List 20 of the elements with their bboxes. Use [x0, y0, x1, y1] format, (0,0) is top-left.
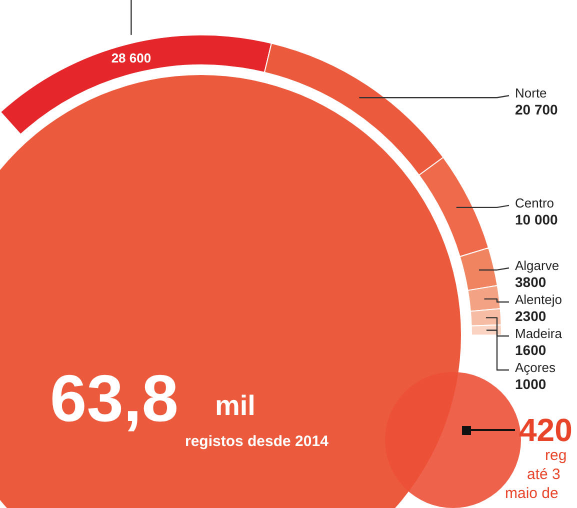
- text: mil: [215, 390, 256, 422]
- slice-label: Centro: [515, 196, 554, 211]
- data-label: 10 000: [515, 211, 558, 228]
- data-label: 20 700: [515, 101, 558, 118]
- slice-label: Algarve: [515, 258, 560, 274]
- data-label: 1000: [515, 376, 546, 392]
- text: reg: [545, 447, 567, 464]
- slice-label: Açores: [515, 360, 556, 376]
- text: maio de: [505, 485, 558, 502]
- slice-label: Alentejo: [515, 292, 562, 308]
- data-label: 28 600: [111, 50, 152, 66]
- slice-label: Norte: [515, 86, 547, 101]
- data-label: 2300: [515, 308, 546, 324]
- text: 420: [519, 412, 572, 449]
- slice-label: Madeira: [515, 326, 563, 342]
- data-label: 1600: [515, 342, 546, 358]
- text: até 3: [527, 466, 560, 483]
- data-label: 3800: [515, 274, 546, 290]
- text: 63,8: [50, 360, 178, 436]
- text: registos desde 2014: [185, 433, 328, 450]
